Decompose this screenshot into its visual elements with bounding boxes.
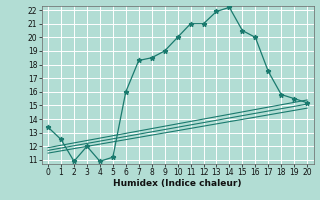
X-axis label: Humidex (Indice chaleur): Humidex (Indice chaleur)	[113, 179, 242, 188]
